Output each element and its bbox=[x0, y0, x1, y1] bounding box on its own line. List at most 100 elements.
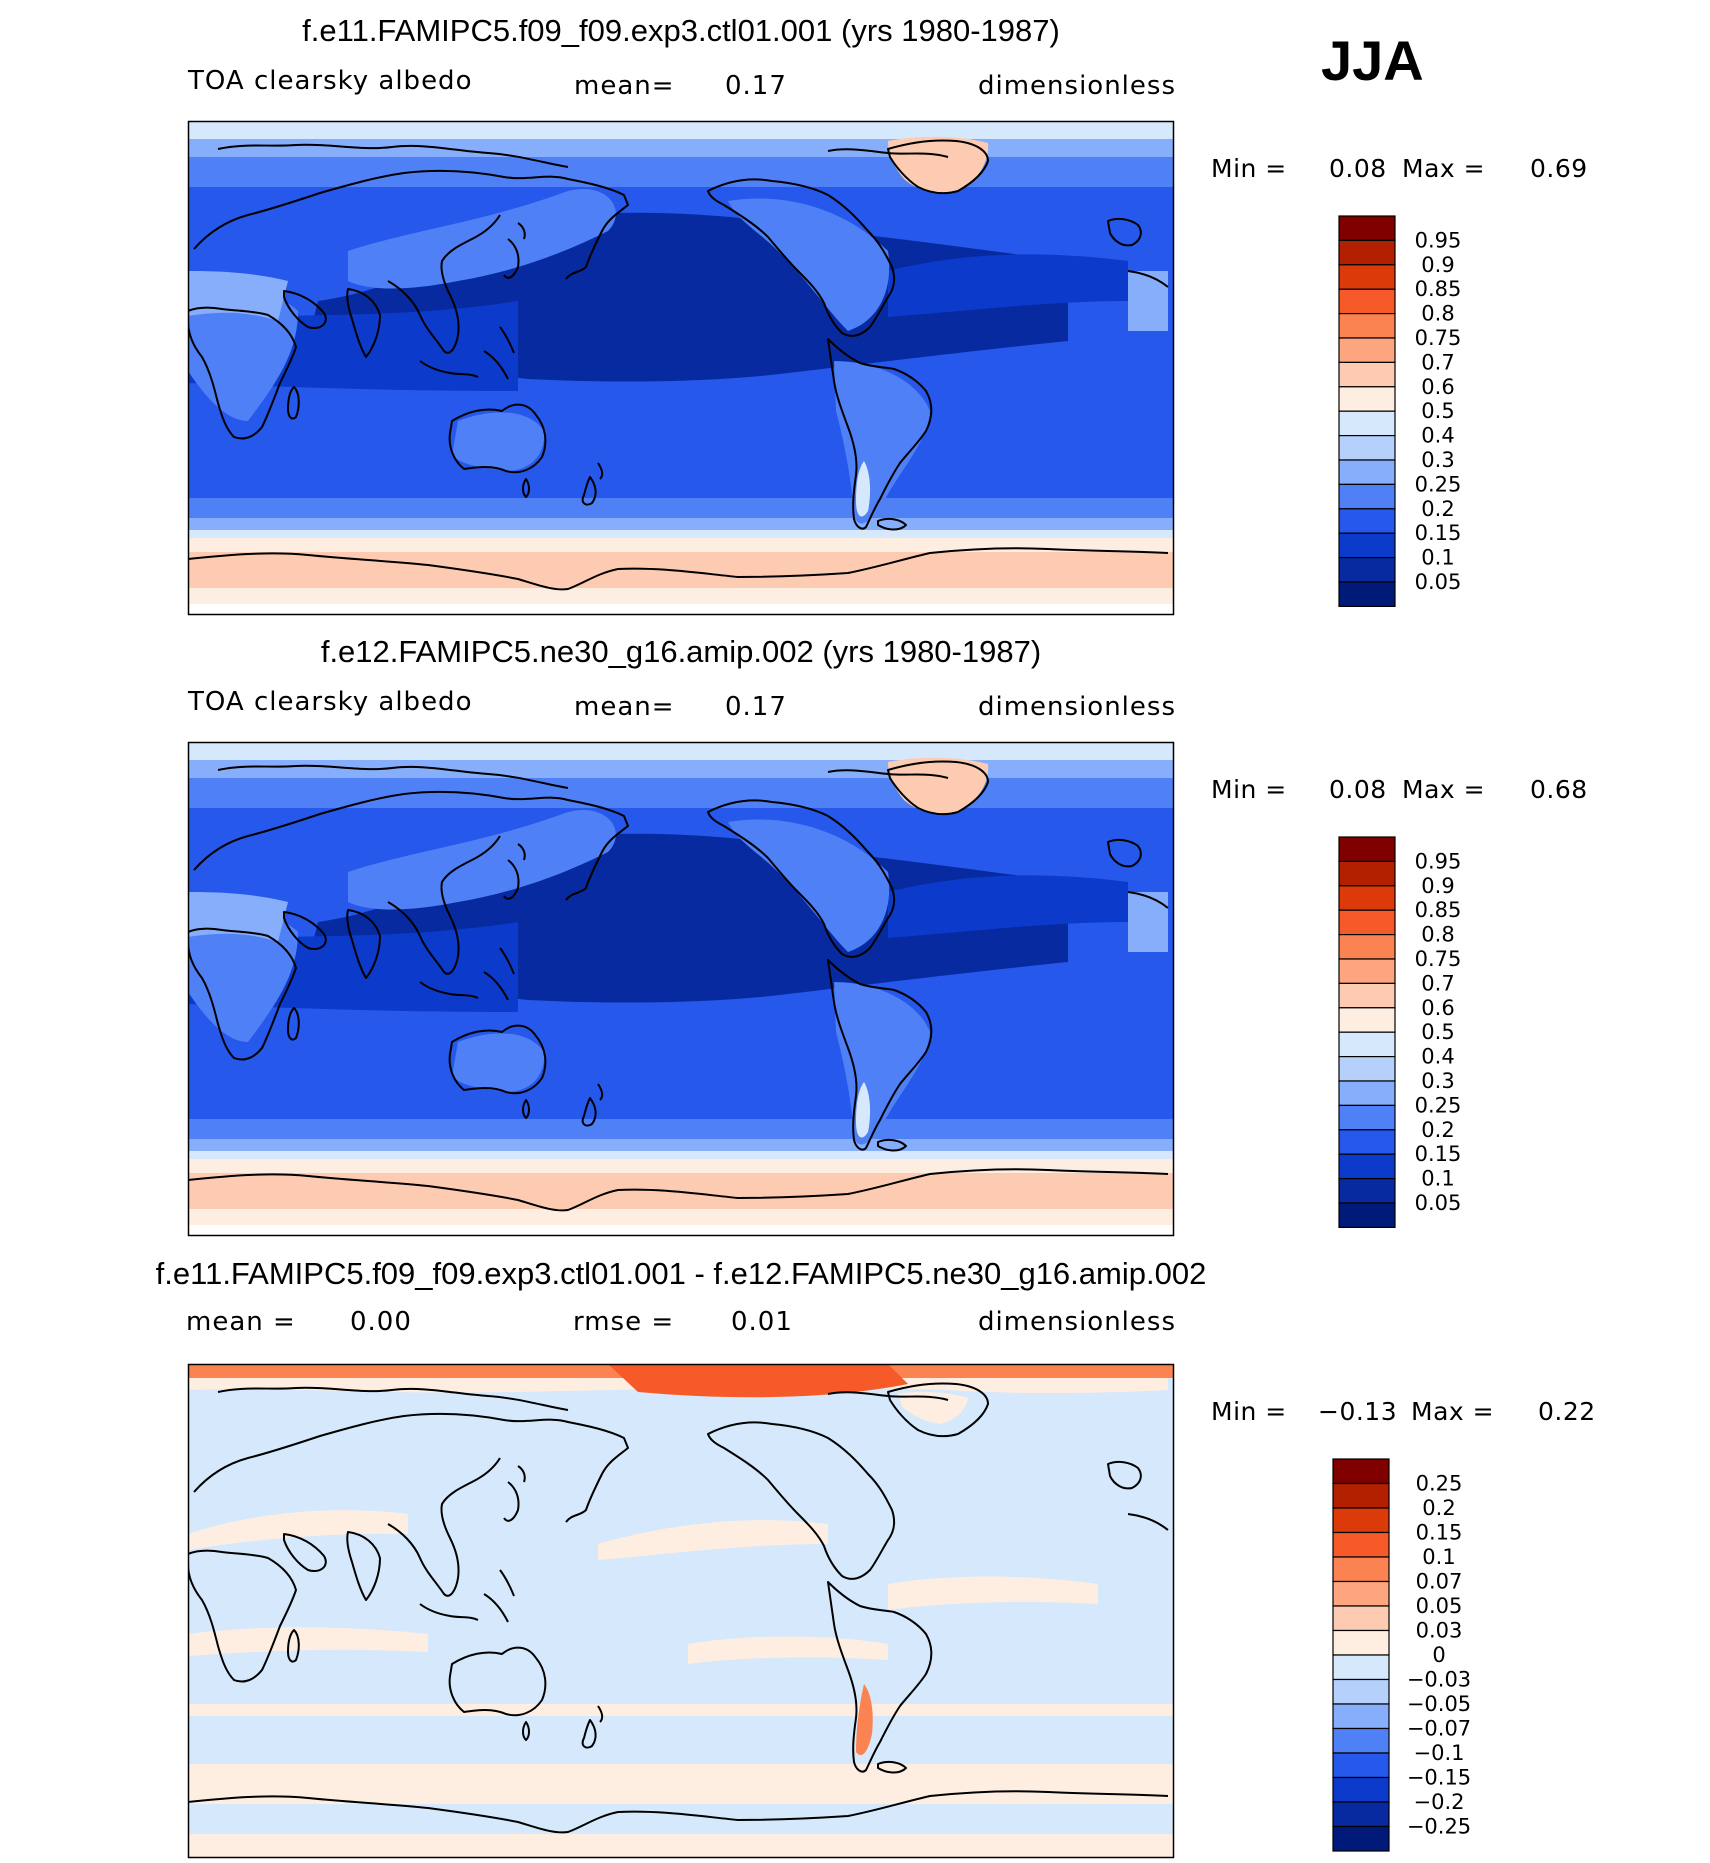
max-label: Max = bbox=[1402, 154, 1485, 183]
colorbar-box bbox=[1338, 1177, 1396, 1204]
units-label: dimensionless bbox=[978, 71, 1176, 101]
colorbar-tick-label: 0.07 bbox=[1416, 1570, 1463, 1594]
colorbar-tick-label: 0.75 bbox=[1415, 947, 1462, 971]
greenland bbox=[888, 757, 989, 815]
colorbar-box bbox=[1332, 1507, 1390, 1534]
colorbar-tick-label: 0.7 bbox=[1421, 350, 1454, 374]
colorbar-tick-label: 0.25 bbox=[1416, 1472, 1463, 1496]
colorbar-tick-label: −0.07 bbox=[1407, 1717, 1471, 1741]
units-label: dimensionless bbox=[978, 692, 1176, 722]
arctic-anomaly bbox=[608, 1364, 908, 1398]
colorbar-tick-label: 0.3 bbox=[1421, 448, 1454, 472]
colorbar-tick-label: 0.6 bbox=[1421, 996, 1454, 1020]
colorbar-box bbox=[1332, 1531, 1390, 1558]
min-value: −0.13 bbox=[1318, 1397, 1397, 1426]
colorbar-tick-label: 0.9 bbox=[1421, 253, 1454, 277]
colorbar-box bbox=[1332, 1703, 1390, 1730]
colorbar-tick-label: 0.15 bbox=[1415, 521, 1462, 545]
colorbar-tick-label: 0.9 bbox=[1421, 874, 1454, 898]
north-america-land bbox=[728, 198, 890, 331]
colorbar-box bbox=[1332, 1482, 1390, 1509]
mean-label: mean= bbox=[574, 71, 675, 101]
mean-value: 0.00 bbox=[350, 1307, 412, 1337]
colorbar-tick-label: 0.3 bbox=[1421, 1069, 1454, 1093]
colorbar-box bbox=[1338, 215, 1396, 241]
min-label: Min = bbox=[1211, 1397, 1287, 1426]
min-value: 0.08 bbox=[1329, 775, 1387, 804]
map-frame bbox=[187, 1363, 1175, 1859]
panel-title: f.e12.FAMIPC5.ne30_g16.amip.002 (yrs 198… bbox=[321, 634, 1041, 669]
andes-anomaly bbox=[856, 1684, 873, 1756]
colorbar-tick-label: 0.03 bbox=[1416, 1619, 1463, 1643]
colorbar-box bbox=[1332, 1801, 1390, 1828]
colorbar-box bbox=[1338, 958, 1396, 984]
colorbar-tick-label: 0.15 bbox=[1415, 1142, 1462, 1166]
colorbar-box bbox=[1332, 1825, 1390, 1852]
colorbar: 0.950.90.850.80.750.70.60.50.40.30.250.2… bbox=[1338, 215, 1462, 607]
colorbar-box bbox=[1332, 1752, 1390, 1779]
colorbar-tick-label: 0.05 bbox=[1415, 570, 1462, 594]
mean-value: 0.17 bbox=[725, 692, 787, 722]
colorbar-box bbox=[1338, 508, 1396, 534]
panel-1: f.e11.FAMIPC5.f09_f09.exp3.ctl01.001 (yr… bbox=[187, 13, 1588, 616]
rmse-label: rmse = bbox=[573, 1307, 674, 1337]
mean-label: mean = bbox=[186, 1307, 296, 1337]
colorbar-box bbox=[1338, 386, 1396, 412]
colorbar-tick-label: −0.03 bbox=[1407, 1668, 1471, 1692]
colorbar-box bbox=[1338, 860, 1396, 887]
colorbar-tick-label: 0.05 bbox=[1416, 1594, 1463, 1618]
colorbar-box bbox=[1338, 1104, 1396, 1131]
colorbar-tick-label: 0.4 bbox=[1421, 424, 1454, 448]
colorbar-tick-label: 0.85 bbox=[1415, 898, 1462, 922]
colorbar-box bbox=[1338, 1080, 1396, 1106]
colorbar-box bbox=[1332, 1556, 1390, 1583]
min-label: Min = bbox=[1211, 775, 1287, 804]
panel-title: f.e11.FAMIPC5.f09_f09.exp3.ctl01.001 - f… bbox=[156, 1256, 1207, 1291]
colorbar-tick-label: 0.5 bbox=[1421, 1020, 1454, 1044]
colorbar-box bbox=[1338, 532, 1396, 559]
colorbar-tick-label: −0.15 bbox=[1407, 1766, 1471, 1790]
colorbar-box bbox=[1332, 1678, 1390, 1705]
colorbar-box bbox=[1338, 1055, 1396, 1082]
colorbar-tick-label: 0.6 bbox=[1421, 375, 1454, 399]
season-label: JJA bbox=[1321, 29, 1424, 92]
colorbar-box bbox=[1338, 581, 1396, 607]
colorbar-box bbox=[1338, 982, 1396, 1009]
colorbar-box bbox=[1338, 836, 1396, 862]
colorbar-tick-label: 0.95 bbox=[1415, 849, 1462, 873]
colorbar-tick-label: 0.85 bbox=[1415, 277, 1462, 301]
colorbar-tick-label: −0.05 bbox=[1407, 1692, 1471, 1716]
colorbar-tick-label: 0.25 bbox=[1415, 472, 1462, 496]
colorbar-tick-label: −0.25 bbox=[1407, 1815, 1471, 1839]
colorbar: 0.250.20.150.10.070.050.030−0.03−0.05−0.… bbox=[1332, 1458, 1471, 1852]
colorbar-box bbox=[1338, 1202, 1396, 1228]
greenland bbox=[888, 136, 989, 194]
colorbar-tick-label: 0.05 bbox=[1415, 1191, 1462, 1215]
colorbar-tick-label: 0.7 bbox=[1421, 971, 1454, 995]
colorbar-tick-label: 0.1 bbox=[1422, 1545, 1455, 1569]
max-value: 0.69 bbox=[1530, 154, 1588, 183]
panel-3: f.e11.FAMIPC5.f09_f09.exp3.ctl01.001 - f… bbox=[156, 1256, 1595, 1859]
colorbar-tick-label: −0.2 bbox=[1414, 1790, 1465, 1814]
asia-land bbox=[348, 189, 616, 289]
africa-land bbox=[188, 908, 298, 1042]
max-label: Max = bbox=[1411, 1397, 1494, 1426]
colorbar-box bbox=[1338, 933, 1396, 960]
colorbar-box bbox=[1338, 239, 1396, 266]
mean-label: mean= bbox=[574, 692, 675, 722]
colorbar-tick-label: 0.8 bbox=[1421, 923, 1454, 947]
colorbar-box bbox=[1338, 264, 1396, 290]
map bbox=[187, 741, 1175, 1237]
colorbar-box bbox=[1338, 1153, 1396, 1180]
colorbar-box bbox=[1338, 337, 1396, 363]
north-america-land bbox=[728, 819, 890, 952]
colorbar-tick-label: 0.95 bbox=[1415, 228, 1462, 252]
variable-label: TOA clearsky albedo bbox=[187, 687, 472, 717]
colorbar-box bbox=[1338, 361, 1396, 388]
colorbar-box bbox=[1332, 1776, 1390, 1803]
min-label: Min = bbox=[1211, 154, 1287, 183]
colorbar-box bbox=[1332, 1458, 1390, 1485]
asia-land bbox=[348, 810, 616, 910]
colorbar-box bbox=[1338, 1129, 1396, 1155]
